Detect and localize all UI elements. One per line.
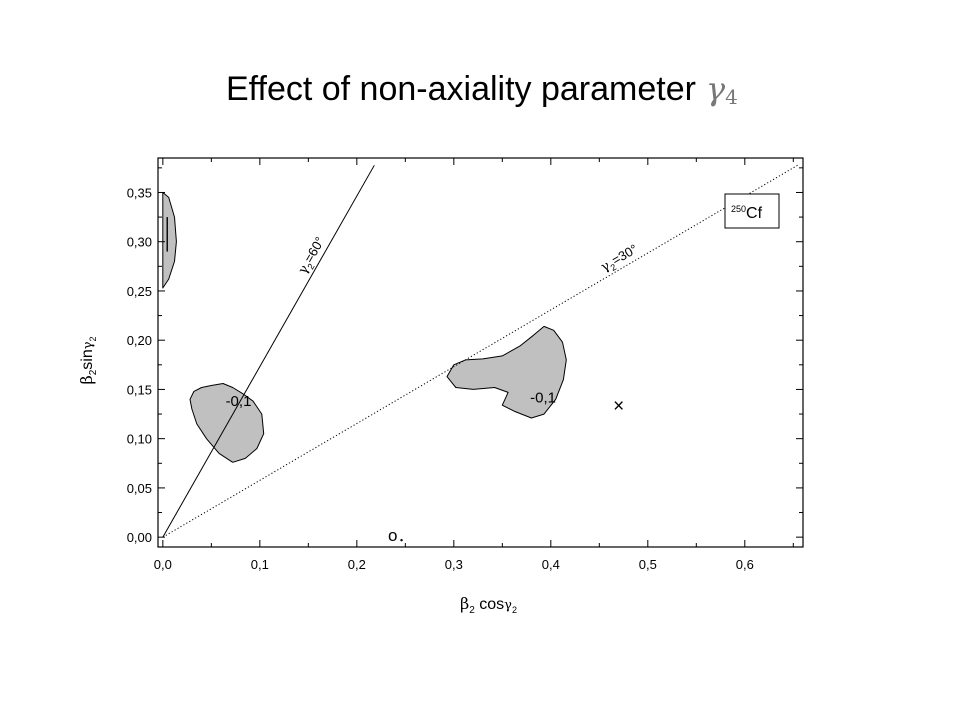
x-tick-label-5: 0,5 — [639, 557, 657, 572]
y-tick-label-1: 0,05 — [127, 481, 152, 496]
x-title-beta: β — [460, 594, 469, 613]
nucleus-label-frame — [724, 193, 780, 229]
gamma-line-1 — [162, 165, 375, 538]
y-tick-label-2: 0,10 — [127, 432, 152, 447]
x-axis-title: β2 cosγ2 — [460, 594, 517, 616]
y-tick-labels: 0,00 0,05 0,10 0,15 0,20 0,25 0,30 0,35 — [127, 185, 152, 545]
gamma4-symbol: γ4 — [705, 70, 738, 109]
y-tick-label-4: 0,20 — [127, 333, 152, 348]
y-title-func: sin — [79, 349, 96, 369]
gamma-subscript: 2 — [609, 262, 618, 273]
x-tick-labels: 0,0 0,1 0,2 0,3 0,4 0,5 0,6 — [154, 557, 754, 572]
y-tick-label-6: 0,30 — [127, 235, 152, 250]
nucleus-label: 250Cf — [731, 204, 763, 222]
contour-label-1: -0,1 — [226, 393, 252, 410]
contour-label-2: -0,1 — [530, 389, 556, 406]
x-tick-label-1: 0,1 — [251, 557, 269, 572]
gamma-value: =30° — [609, 241, 640, 268]
y-title-beta: β — [77, 375, 96, 384]
gamma-subscript: 2 — [305, 262, 316, 271]
gamma-lines — [162, 164, 799, 538]
gamma-line-label-text-1: γ2=60° — [295, 234, 330, 278]
y-title-beta-sub: 2 — [88, 369, 99, 375]
contour-region-1 — [189, 383, 265, 463]
x-title-beta-sub: 2 — [469, 605, 475, 616]
y-title-gamma: γ — [81, 341, 96, 349]
x-tick-label-0: 0,0 — [154, 557, 172, 572]
y-axis-title: β2sinγ2 — [77, 336, 99, 384]
nucleus-mass: 250 — [731, 204, 746, 214]
y-title-gamma-sub: 2 — [88, 336, 98, 341]
contour-region-3 — [162, 192, 177, 289]
gamma-line-2 — [162, 164, 799, 538]
gamma-line-label-text-2: γ2=30° — [598, 241, 642, 277]
annotations: -0,1 -0,1 γ2=60° γ2=30° — [226, 234, 642, 410]
nucleus-element: Cf — [746, 205, 763, 222]
contour-regions — [162, 192, 567, 463]
y-tick-label-0: 0,00 — [127, 530, 152, 545]
gamma-value: =60° — [301, 234, 328, 265]
marker-2: o — [388, 526, 397, 545]
gamma-subscript: 4 — [725, 85, 738, 109]
marker-dot — [400, 538, 403, 542]
y-tick-label-7: 0,35 — [127, 185, 152, 200]
y-tick-label-5: 0,25 — [127, 284, 152, 299]
x-title-gamma-sub: 2 — [512, 605, 517, 615]
gamma-glyph: γ — [705, 70, 726, 108]
markers: ×o — [388, 396, 624, 545]
x-title-func: cos — [475, 596, 504, 613]
slide-title: Effect of non-axiality parameter γ4 — [226, 70, 738, 109]
x-tick-label-4: 0,4 — [542, 557, 560, 572]
x-title-gamma: γ — [504, 598, 512, 613]
title-text: Effect of non-axiality parameter — [226, 70, 696, 108]
marker-1: × — [613, 396, 624, 417]
x-tick-label-3: 0,3 — [445, 557, 463, 572]
gamma-line-label-1: γ2=60° — [295, 234, 330, 278]
y-tick-label-3: 0,15 — [127, 382, 152, 397]
nucleus-label-box: 250Cf — [724, 193, 780, 229]
contour-region-2 — [446, 325, 567, 419]
axis-ticks — [158, 158, 803, 547]
plot-frame — [157, 157, 804, 548]
x-tick-label-2: 0,2 — [348, 557, 366, 572]
x-tick-label-6: 0,6 — [736, 557, 754, 572]
gamma-line-label-2: γ2=30° — [598, 241, 642, 277]
